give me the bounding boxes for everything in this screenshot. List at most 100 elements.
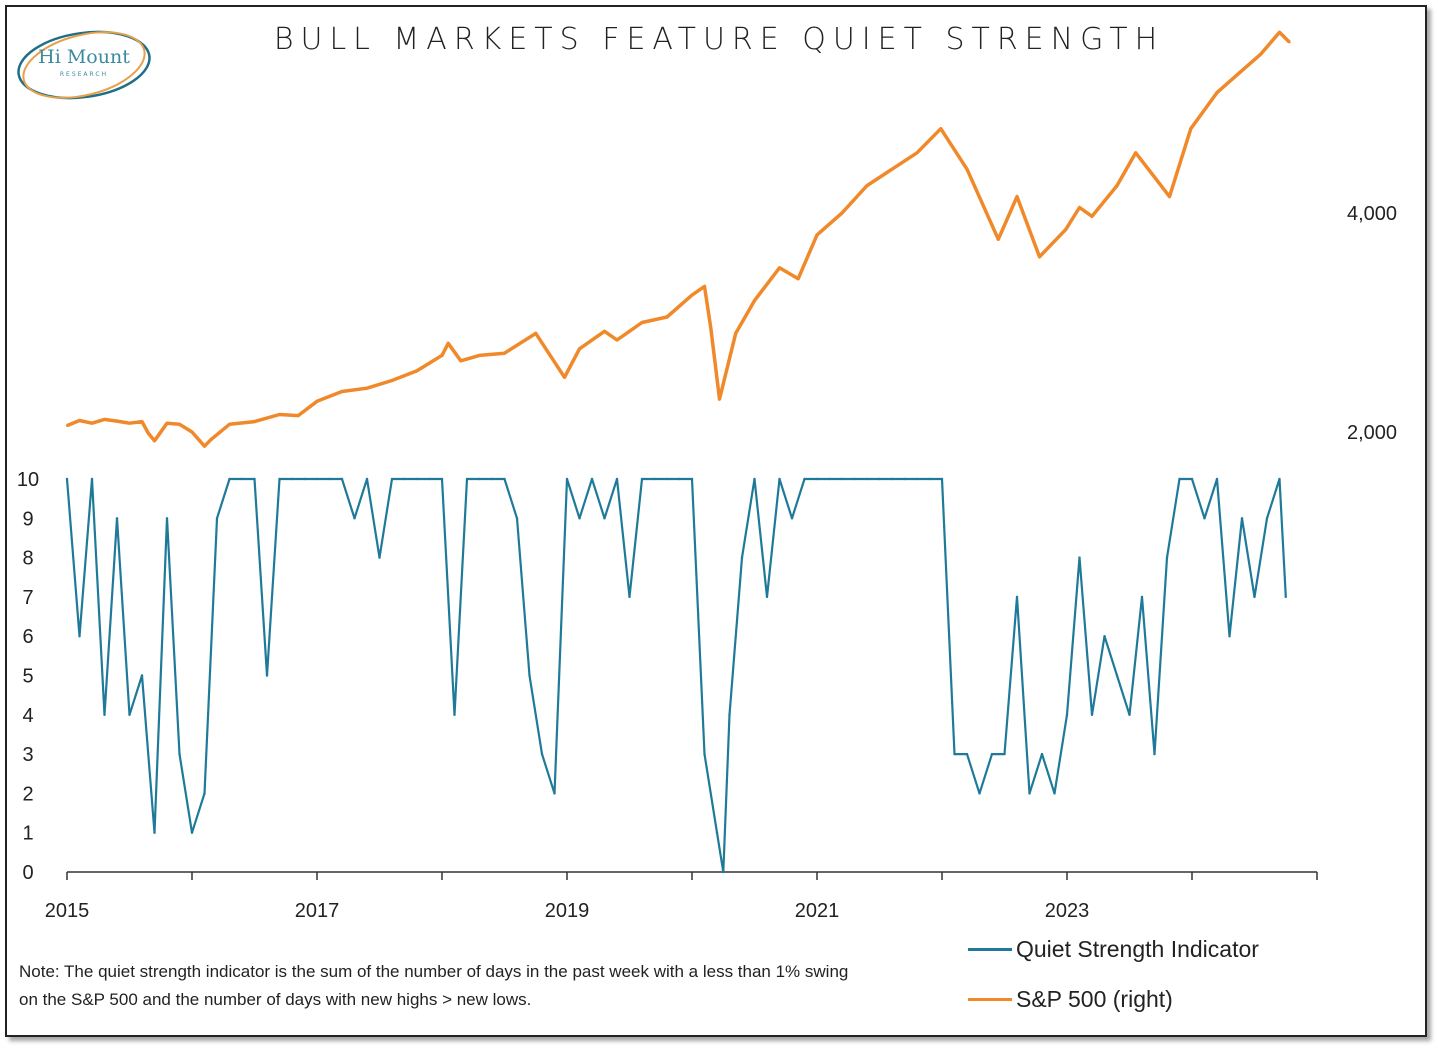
data-point-qsi [153,831,156,834]
data-point-qsi [340,477,344,481]
data-point-spx [1064,228,1067,231]
data-point-qsi [228,477,231,481]
data-point-qsi [903,477,906,481]
data-point-qsi [140,674,144,677]
data-point-qsi [440,477,444,481]
y-left-tick-label: 0 [22,862,33,884]
data-point-qsi [940,477,944,481]
data-point-spx [65,424,69,427]
data-point-spx [190,430,194,434]
data-point-qsi [690,477,694,481]
data-point-qsi [490,477,494,481]
footnote: Note: The quiet strength indicator is th… [19,962,849,1009]
data-point-qsi [328,477,331,481]
data-point-qsi [290,477,294,481]
data-point-qsi [1265,517,1269,520]
data-point-spx [890,168,894,171]
legend-swatch-qsi [968,948,1012,951]
data-point-qsi [1215,477,1219,481]
data-point-qsi [215,517,219,520]
data-point-qsi [1078,556,1081,559]
data-point-spx [615,338,619,342]
data-point-qsi [565,477,569,481]
data-point-spx [865,184,869,187]
data-point-qsi [1284,595,1287,599]
data-point-qsi [853,477,856,481]
data-point-qsi [1253,595,1256,599]
y-left-tick-label: 5 [22,666,33,688]
data-point-spx [665,315,669,319]
data-point-spx [253,420,256,423]
data-point-qsi [1053,792,1056,795]
data-point-qsi [540,752,544,756]
y-left-tick-label: 9 [22,508,33,530]
data-point-spx [797,277,800,280]
data-point-qsi [428,477,431,481]
data-point-qsi [553,792,556,795]
data-point-qsi [778,477,781,481]
data-point-spx [965,168,969,171]
data-point-qsi [365,477,369,481]
data-point-qsi [1140,595,1144,599]
data-point-qsi [315,477,319,481]
data-point-spx [203,445,206,448]
data-point-spx [209,438,212,441]
data-point-qsi [1103,635,1106,638]
legend-swatch-spx [968,998,1012,1001]
data-point-spx [478,354,481,357]
data-point-qsi [190,831,194,834]
data-point-spx [315,400,319,403]
data-point-qsi [990,752,994,756]
data-point-spx [415,369,419,372]
data-point-spx [534,332,537,335]
data-point-spx [1259,53,1262,56]
legend-label-qsi: Quiet Strength Indicator [1016,936,1259,962]
logo-subtitle: RESEARCH [59,71,109,78]
data-point-spx [1168,195,1171,198]
data-point-spx [297,414,300,417]
x-tick-label: 2019 [545,900,590,922]
data-point-spx [165,422,169,425]
data-point-qsi [465,477,469,481]
data-point-qsi [115,517,119,520]
y-left-tick-label: 1 [22,823,33,845]
data-point-spx [840,211,844,215]
logo-icon [17,30,151,100]
data-point-qsi [628,595,631,599]
y-left-tick-label: 7 [22,587,33,609]
y-left-tick-label: 3 [22,744,33,766]
data-point-spx [103,418,106,421]
data-point-spx [459,359,462,363]
data-point-qsi [1240,517,1244,520]
data-point-qsi [590,477,594,481]
data-point-qsi [403,477,406,481]
legend-item-qsi: Quiet Strength Indicator [968,936,1259,963]
y-right-tick-label: 2,000 [1347,422,1397,444]
data-point-qsi [1040,752,1044,756]
data-point-spx [939,127,942,130]
data-point-spx [153,439,156,442]
data-point-spx [228,423,231,426]
data-point-qsi [78,635,81,638]
data-point-qsi [815,477,819,481]
data-point-qsi [1090,713,1094,716]
x-tick-label: 2021 [795,900,840,922]
y-right-tick-label: 4,000 [1347,203,1397,225]
data-point-spx [178,423,181,426]
data-point-qsi [1028,792,1031,795]
data-point-spx [90,422,94,425]
data-point-spx [140,420,144,423]
data-point-qsi [653,477,656,481]
data-point-qsi [1003,752,1006,756]
x-tick-label: 2017 [295,900,340,922]
data-point-qsi [1015,595,1019,599]
data-point-spx [115,419,119,423]
data-point-qsi [415,477,419,481]
series-line-qsi [65,477,1287,874]
data-point-spx [340,390,344,393]
data-point-spx [718,397,721,401]
logo-name: Hi Mount [38,46,130,68]
data-point-qsi [915,477,919,481]
data-point-spx [1278,31,1281,34]
